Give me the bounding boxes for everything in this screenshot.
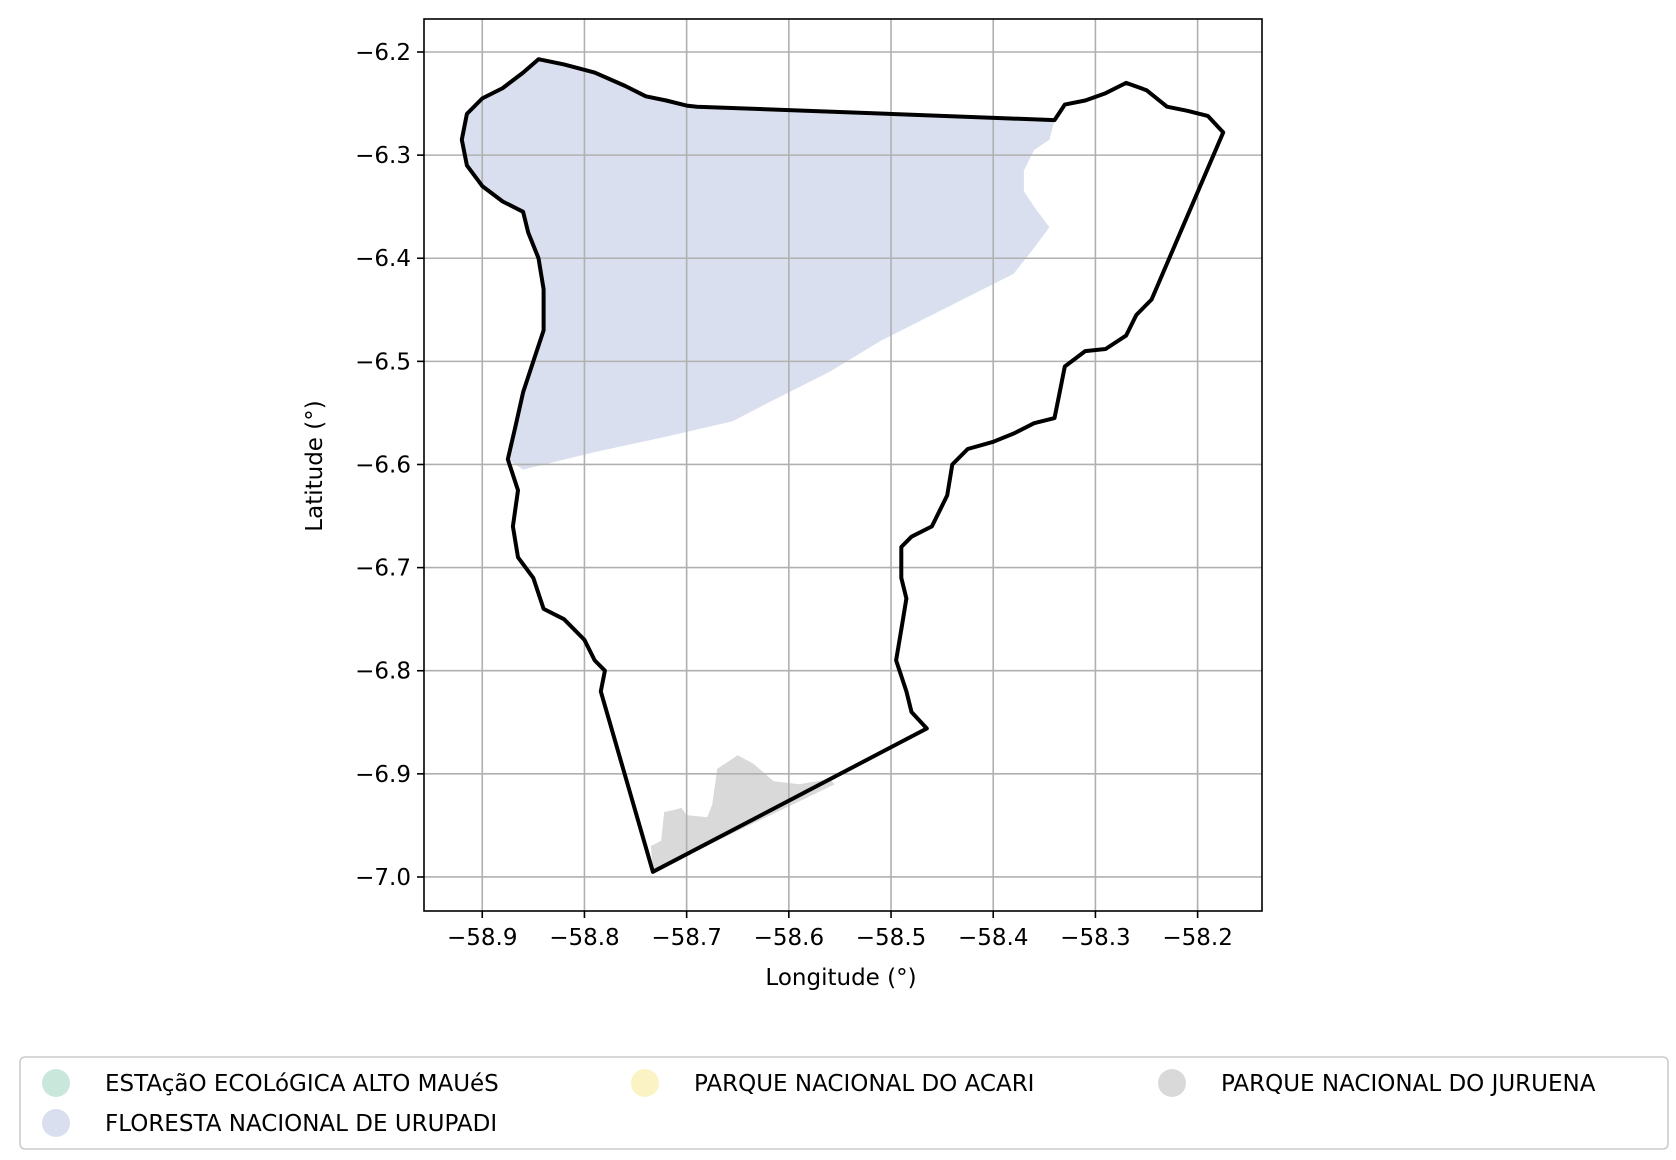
area-parque-nacional-do-juruena xyxy=(650,755,835,872)
grid-lines xyxy=(424,19,1262,911)
legend-label-esta-o-ecol-gica-alto-mau-s: ESTAçãO ECOLóGICA ALTO MAUéS xyxy=(105,1071,499,1097)
y-tick-label: −7.0 xyxy=(355,865,411,891)
area-floresta-nacional-de-urupadi xyxy=(461,59,1055,470)
y-tick-label: −6.3 xyxy=(355,143,411,169)
legend-label-parque-nacional-do-acari: PARQUE NACIONAL DO ACARI xyxy=(694,1071,1034,1097)
y-tick-label: −6.7 xyxy=(355,556,411,582)
y-tick-label: −6.5 xyxy=(355,349,411,375)
y-axis-ticks: −6.2 −6.3 −6.4 −6.5 −6.6 −6.7 −6.8 −6.9 −7.0 xyxy=(355,40,424,891)
municipality-boundary xyxy=(459,57,1226,874)
x-axis-title: Longitude (°) xyxy=(765,965,916,991)
legend-swatch-parque-nacional-do-acari xyxy=(631,1069,659,1097)
y-tick-label: −6.8 xyxy=(355,659,411,685)
x-tick-label: −58.6 xyxy=(754,925,824,951)
municipality-boundary-layer xyxy=(459,57,1226,874)
plot-area xyxy=(423,18,1263,912)
legend-swatch-esta-o-ecol-gica-alto-mau-s xyxy=(42,1069,70,1097)
legend: ESTAçãO ECOLóGICA ALTO MAUéS PARQUE NACIO… xyxy=(19,1056,1669,1150)
legend-label-parque-nacional-do-juruena: PARQUE NACIONAL DO JURUENA xyxy=(1221,1071,1596,1097)
y-tick-label: −6.4 xyxy=(355,246,411,272)
legend-swatch-floresta-nacional-de-urupadi xyxy=(42,1109,70,1137)
x-tick-label: −58.9 xyxy=(447,925,517,951)
protected-areas-layer xyxy=(461,59,1055,872)
x-tick-label: −58.8 xyxy=(549,925,619,951)
y-tick-label: −6.2 xyxy=(355,40,411,66)
y-tick-label: −6.6 xyxy=(355,452,411,478)
x-tick-label: −58.5 xyxy=(856,925,926,951)
x-tick-label: −58.7 xyxy=(651,925,721,951)
legend-swatch-parque-nacional-do-juruena xyxy=(1158,1069,1186,1097)
legend-frame xyxy=(19,1056,1669,1150)
x-tick-label: −58.4 xyxy=(958,925,1028,951)
x-tick-label: −58.3 xyxy=(1060,925,1130,951)
x-axis-ticks: −58.9 −58.8 −58.7 −58.6 −58.5 −58.4 −58.3 −58.2 xyxy=(447,911,1233,951)
y-tick-label: −6.9 xyxy=(355,762,411,788)
y-axis-title: Latitude (°) xyxy=(302,400,328,531)
x-tick-label: −58.2 xyxy=(1162,925,1232,951)
legend-label-floresta-nacional-de-urupadi: FLORESTA NACIONAL DE URUPADI xyxy=(105,1111,497,1137)
